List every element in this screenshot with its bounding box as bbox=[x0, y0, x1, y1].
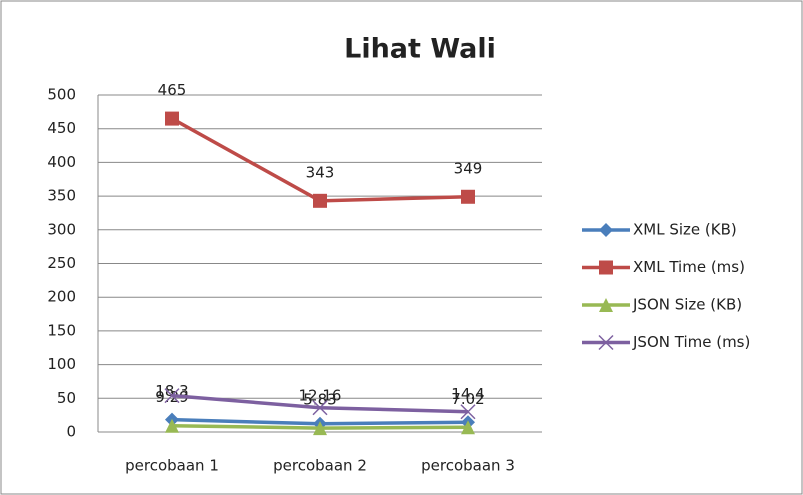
y-tick-label: 100 bbox=[47, 355, 76, 373]
legend-label: JSON Time (ms) bbox=[632, 333, 750, 351]
y-tick-label: 250 bbox=[47, 254, 76, 272]
marker bbox=[312, 400, 328, 416]
marker bbox=[599, 260, 613, 275]
data-label: 5.83 bbox=[303, 391, 336, 409]
marker bbox=[165, 418, 179, 433]
y-tick-label: 450 bbox=[47, 119, 76, 137]
marker bbox=[461, 420, 475, 435]
marker bbox=[599, 223, 613, 237]
y-tick-label: 200 bbox=[47, 288, 76, 306]
marker bbox=[460, 404, 476, 420]
marker bbox=[598, 334, 614, 351]
x-tick-label: percobaan 1 bbox=[125, 457, 219, 475]
data-label: 7.02 bbox=[451, 390, 484, 408]
data-label: 12.16 bbox=[299, 386, 342, 404]
x-tick-label: percobaan 3 bbox=[421, 457, 515, 475]
y-tick-label: 350 bbox=[47, 187, 76, 205]
y-tick-label: 400 bbox=[47, 153, 76, 171]
x-tick-label: percobaan 2 bbox=[273, 457, 367, 475]
chart-title: Lihat Wali bbox=[344, 34, 496, 65]
data-label: 465 bbox=[158, 81, 187, 99]
y-tick-label: 50 bbox=[57, 389, 76, 407]
legend-label: JSON Size (KB) bbox=[632, 296, 742, 314]
legend-label: XML Size (KB) bbox=[633, 221, 737, 239]
legend-label: XML Time (ms) bbox=[633, 258, 745, 276]
y-tick-label: 0 bbox=[66, 423, 76, 441]
marker bbox=[313, 193, 327, 208]
y-tick-label: 300 bbox=[47, 220, 76, 238]
marker bbox=[165, 111, 179, 126]
y-tick-label: 150 bbox=[47, 321, 76, 339]
data-label: 349 bbox=[454, 159, 483, 177]
data-label: 14.4 bbox=[451, 385, 484, 403]
y-tick-label: 500 bbox=[47, 86, 76, 104]
marker bbox=[599, 298, 613, 312]
marker bbox=[461, 189, 475, 204]
marker bbox=[313, 421, 327, 436]
marker bbox=[164, 388, 180, 404]
data-label: 343 bbox=[306, 163, 335, 181]
